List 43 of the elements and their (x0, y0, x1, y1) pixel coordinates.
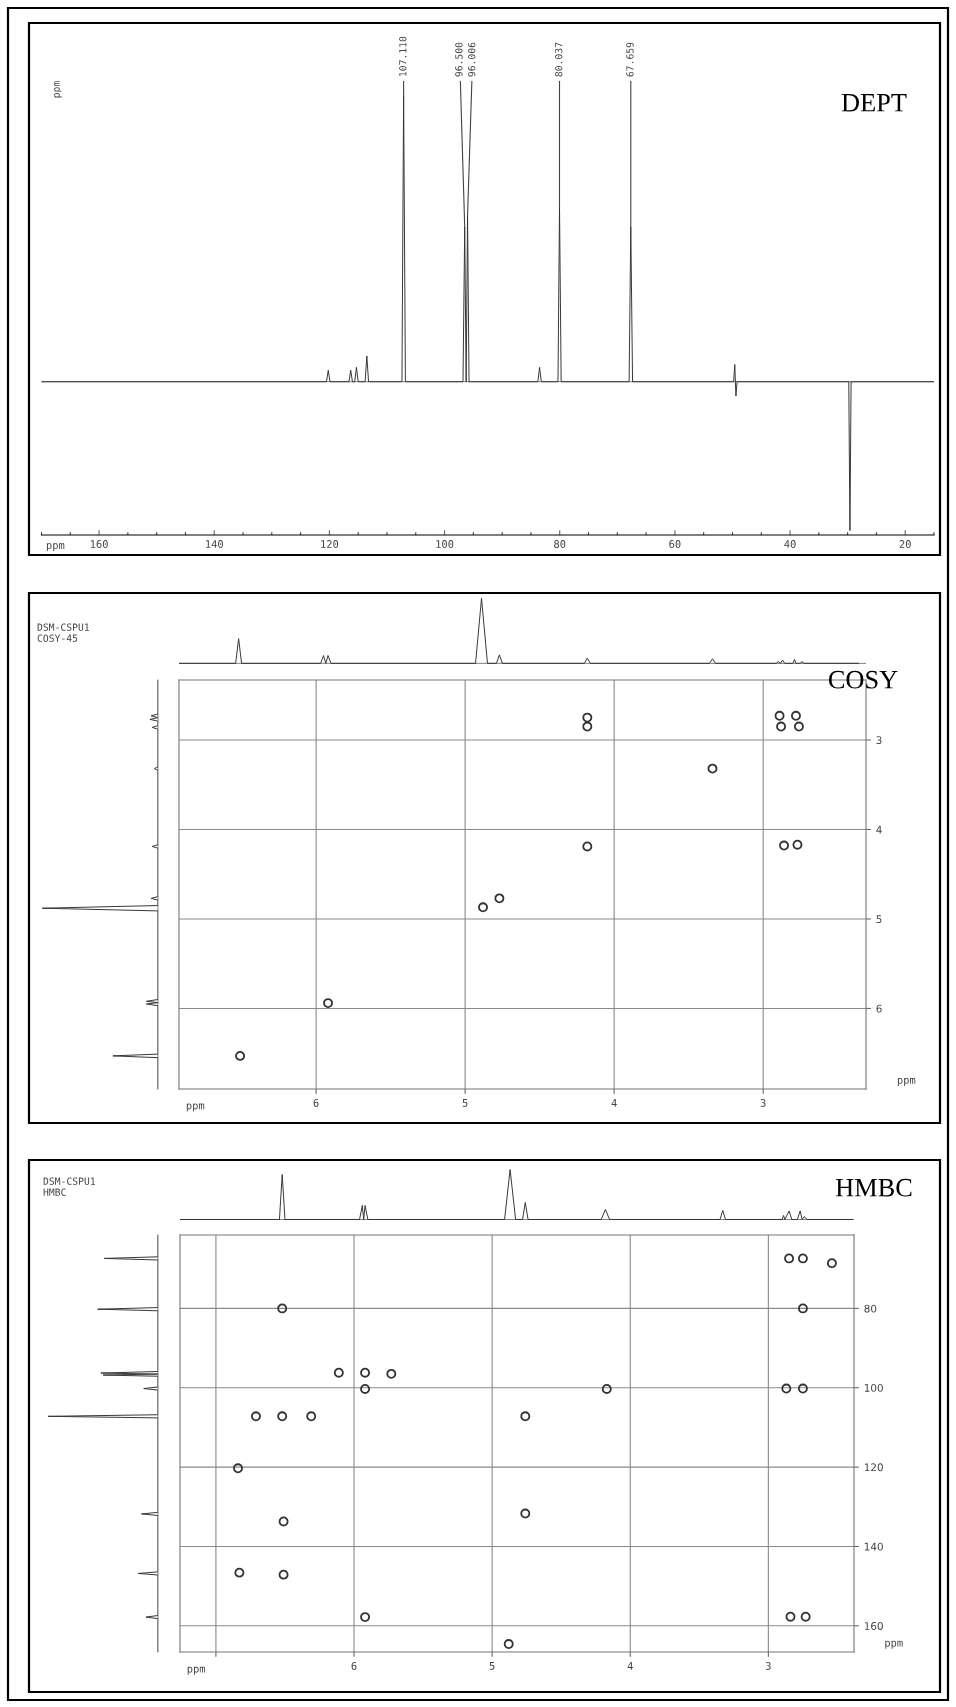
y-axis-title: ppm (885, 1640, 903, 1649)
x-tick-label: 6 (313, 1098, 319, 1107)
chart-title: DEPT (841, 94, 907, 112)
x-tick-label: 5 (489, 1662, 495, 1670)
annotation: 96.006 (468, 42, 476, 77)
y-tick-label: 3 (876, 736, 882, 745)
x-tick-label: 5 (462, 1099, 468, 1107)
x-tick-label: 3 (760, 1098, 766, 1107)
chart-title: COSY (828, 670, 898, 689)
x-tick-label: 6 (351, 1661, 357, 1670)
y-tick-label: 6 (876, 1004, 882, 1013)
annotation: 96.500 (455, 42, 463, 77)
text: COSY-45 (37, 634, 78, 642)
y-axis-title: ppm (54, 81, 62, 98)
x-tick-label: 60 (669, 540, 681, 548)
y-axis-title: ppm (897, 1077, 916, 1086)
x-tick-label: 80 (554, 540, 566, 548)
x-tick-label: 120 (321, 540, 339, 548)
y-tick-label: 100 (864, 1383, 883, 1392)
x-axis-title: ppm (46, 543, 65, 552)
x-tick-label: 4 (627, 1662, 633, 1670)
text: DSM-CSPU1 (43, 1177, 96, 1185)
annotation: 107.110 (399, 36, 407, 76)
annotation: 67.659 (626, 42, 634, 77)
x-tick-label: 4 (611, 1099, 617, 1107)
x-axis-title: ppm (186, 1103, 205, 1112)
x-tick-label: 160 (90, 540, 108, 548)
x-tick-label: 3 (765, 1661, 771, 1670)
x-tick-label: 20 (899, 540, 911, 548)
y-tick-label: 140 (864, 1542, 883, 1551)
x-tick-label: 140 (206, 540, 223, 548)
chart-title: HMBC (835, 1178, 912, 1197)
y-tick-label: 120 (864, 1463, 883, 1472)
text: HMBC (43, 1188, 66, 1196)
y-tick-label: 4 (876, 825, 882, 834)
text: DSM-CSPU1 (37, 623, 90, 631)
annotation: 80.037 (555, 42, 563, 77)
y-tick-label: 80 (864, 1304, 877, 1313)
x-tick-label: 40 (784, 540, 796, 548)
y-tick-label: 5 (876, 915, 882, 924)
x-tick-label: 100 (436, 540, 454, 548)
y-tick-label: 160 (864, 1622, 883, 1630)
x-axis-title: ppm (187, 1666, 206, 1675)
